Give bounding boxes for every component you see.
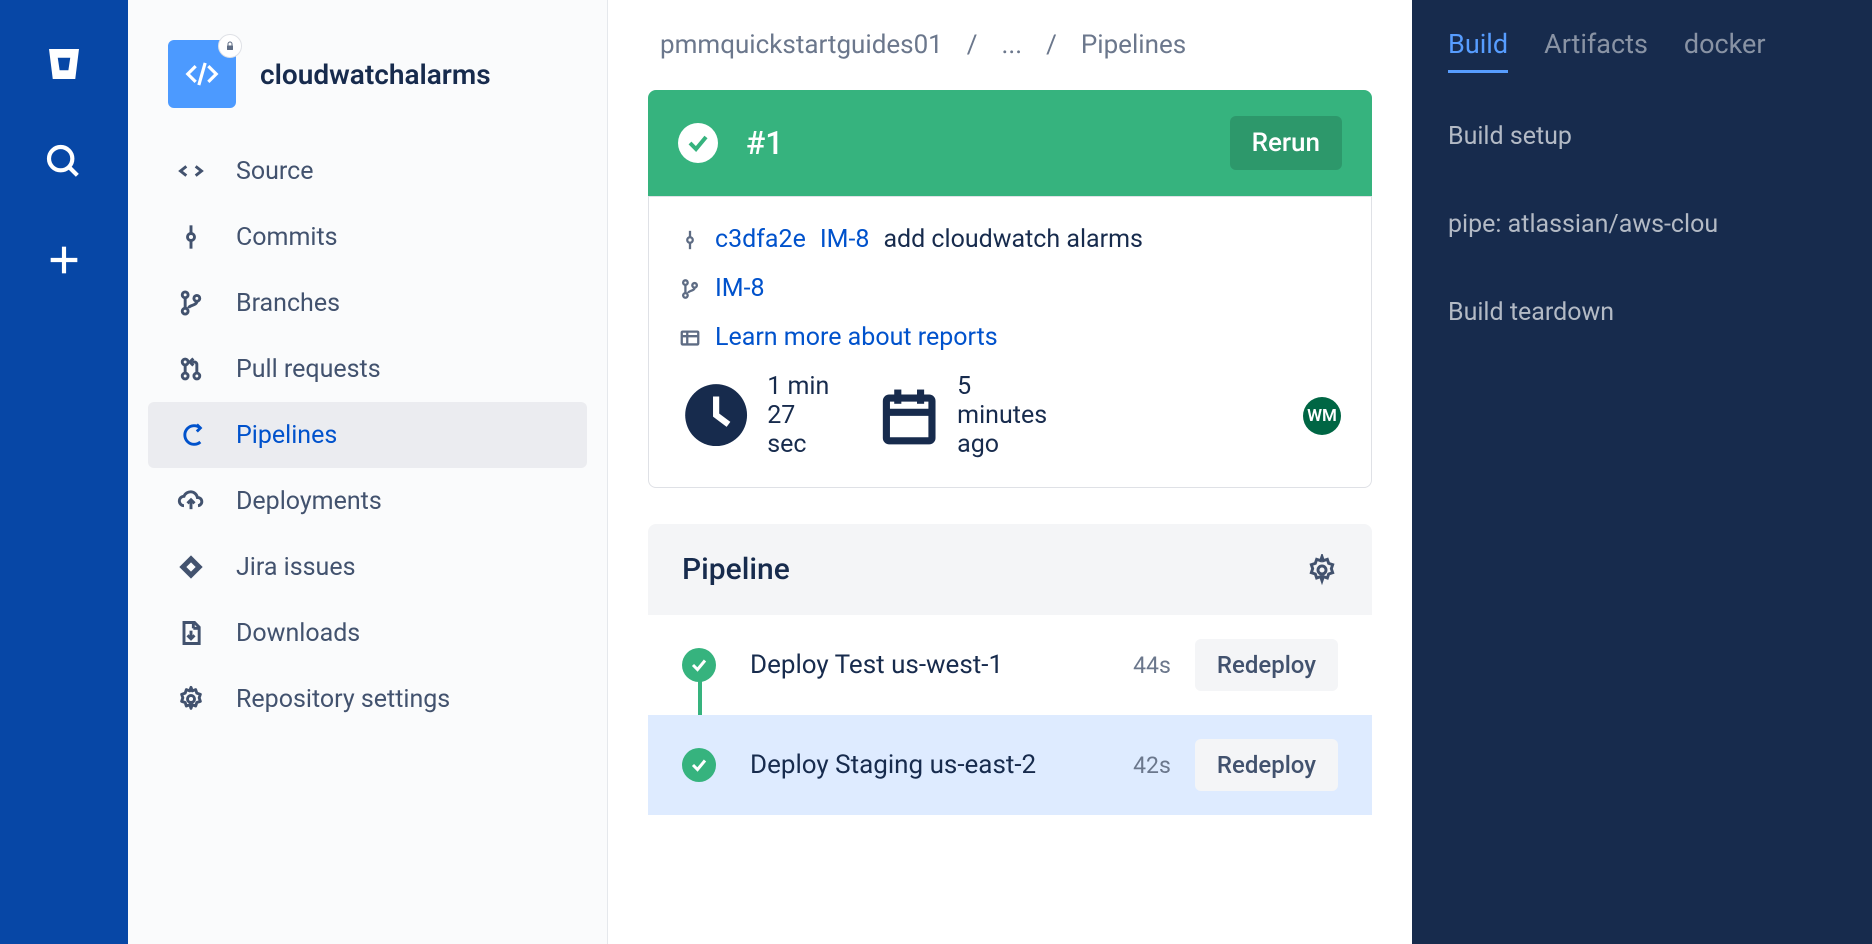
sidebar-item-settings[interactable]: Repository settings <box>148 666 587 732</box>
gear-icon <box>176 684 206 714</box>
sidebar-item-branches[interactable]: Branches <box>148 270 587 336</box>
commit-message: add cloudwatch alarms <box>883 225 1143 254</box>
reports-row: Learn more about reports <box>679 323 1341 352</box>
pipeline-step[interactable]: Deploy Staging us-east-2 42s Redeploy <box>648 715 1372 815</box>
sidebar-item-source[interactable]: Source <box>148 138 587 204</box>
code-icon <box>176 156 206 186</box>
breadcrumb-mid[interactable]: ... <box>1002 30 1023 60</box>
commit-ref[interactable]: IM-8 <box>820 225 870 254</box>
sidebar-item-commits[interactable]: Commits <box>148 204 587 270</box>
avatar[interactable]: WM <box>1303 397 1341 435</box>
redeploy-button[interactable]: Redeploy <box>1195 639 1338 691</box>
sidebar-item-deployments[interactable]: Deployments <box>148 468 587 534</box>
redeploy-button[interactable]: Redeploy <box>1195 739 1338 791</box>
lock-icon <box>218 34 242 58</box>
add-icon[interactable] <box>40 236 88 284</box>
log-line: pipe: atlassian/aws-clou <box>1448 205 1836 245</box>
sidebar-item-label: Jira issues <box>236 553 355 582</box>
pipelines-icon <box>176 420 206 450</box>
sidebar-item-label: Source <box>236 157 313 186</box>
sidebar-item-label: Commits <box>236 223 338 252</box>
sidebar-item-label: Branches <box>236 289 340 318</box>
reports-link[interactable]: Learn more about reports <box>715 323 998 352</box>
log-tab-build[interactable]: Build <box>1448 28 1508 73</box>
step-duration: 44s <box>1133 652 1171 679</box>
commit-hash[interactable]: c3dfa2e <box>715 225 806 254</box>
pipeline-settings-icon[interactable] <box>1306 554 1338 586</box>
success-icon <box>682 748 716 782</box>
sidebar-item-label: Downloads <box>236 619 360 648</box>
sidebar-item-pull-requests[interactable]: Pull requests <box>148 336 587 402</box>
success-icon <box>682 648 716 682</box>
age: 5 minutes ago <box>875 372 1047 459</box>
pull-request-icon <box>176 354 206 384</box>
jira-icon <box>176 552 206 582</box>
log-line: Build setup <box>1448 117 1836 157</box>
repo-icon <box>168 40 236 108</box>
log-tab-artifacts[interactable]: Artifacts <box>1544 28 1648 73</box>
bitbucket-logo[interactable] <box>40 40 88 88</box>
breadcrumb-page[interactable]: Pipelines <box>1081 30 1186 60</box>
cloud-up-icon <box>176 486 206 516</box>
rerun-button[interactable]: Rerun <box>1230 116 1342 170</box>
branch-icon <box>176 288 206 318</box>
download-icon <box>176 618 206 648</box>
log-tab-docker[interactable]: docker <box>1684 28 1766 73</box>
branch-row: IM-8 <box>679 274 1341 303</box>
sidebar-item-jira-issues[interactable]: Jira issues <box>148 534 587 600</box>
duration: 1 min 27 sec <box>679 372 835 459</box>
sidebar-item-label: Repository settings <box>236 685 450 714</box>
sidebar-item-downloads[interactable]: Downloads <box>148 600 587 666</box>
commit-row: c3dfa2e IM-8 add cloudwatch alarms <box>679 225 1341 254</box>
sidebar-item-label: Pull requests <box>236 355 381 384</box>
branch-ref[interactable]: IM-8 <box>715 274 765 303</box>
log-line: Build teardown <box>1448 293 1836 333</box>
pipeline-step[interactable]: Deploy Test us-west-1 44s Redeploy <box>648 615 1372 715</box>
sidebar-item-label: Deployments <box>236 487 382 516</box>
success-icon <box>678 123 718 163</box>
step-name: Deploy Staging us-east-2 <box>750 750 1133 780</box>
sidebar-item-pipelines[interactable]: Pipelines <box>148 402 587 468</box>
breadcrumb-org[interactable]: pmmquickstartguides01 <box>660 30 943 60</box>
commit-icon <box>176 222 206 252</box>
breadcrumb: pmmquickstartguides01/.../Pipelines <box>648 30 1372 60</box>
step-duration: 42s <box>1133 752 1171 779</box>
sidebar-item-label: Pipelines <box>236 421 337 450</box>
run-title: #1 <box>746 124 783 162</box>
pipeline-title: Pipeline <box>682 552 790 587</box>
step-name: Deploy Test us-west-1 <box>750 650 1133 680</box>
repo-name[interactable]: cloudwatchalarms <box>260 58 491 91</box>
search-icon[interactable] <box>40 138 88 186</box>
